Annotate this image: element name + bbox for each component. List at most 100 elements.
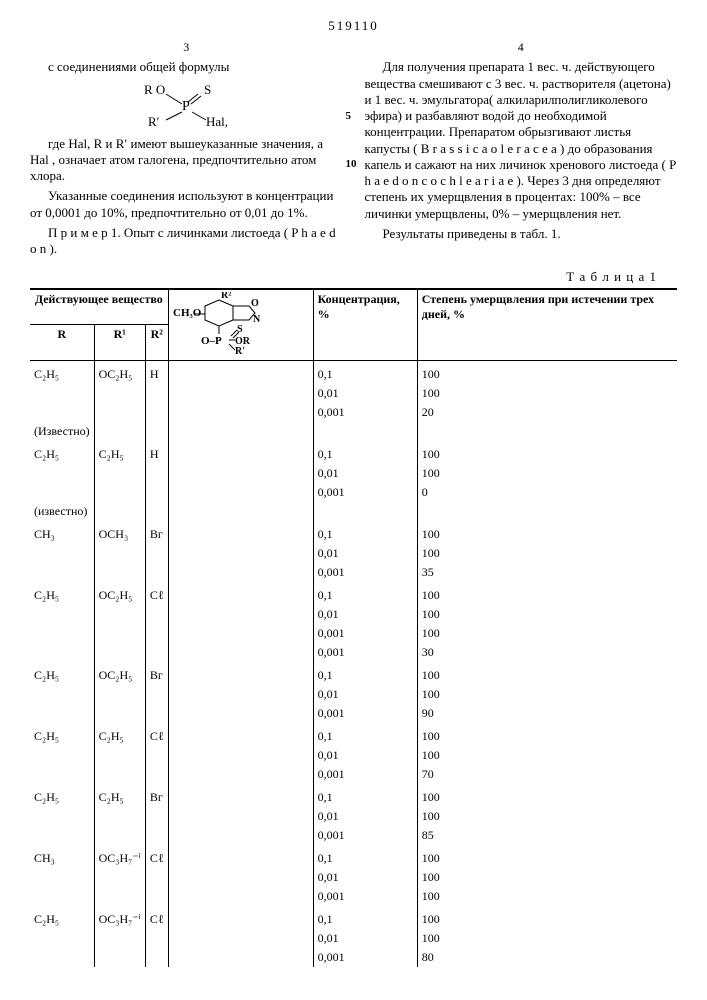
cell-structure bbox=[168, 582, 313, 605]
right-p2: Результаты приведены в табл. 1. bbox=[365, 226, 678, 242]
cell-conc: 0,01 bbox=[313, 868, 417, 887]
header-group: Действующее вещество bbox=[30, 289, 168, 325]
cell-R1: OC₂H₅ bbox=[94, 360, 145, 384]
cell-structure bbox=[168, 704, 313, 723]
cell-conc: 0,001 bbox=[313, 765, 417, 784]
doc-number: 519110 bbox=[30, 18, 677, 34]
results-table: Действующее вещество O N R² CH₃O O–P bbox=[30, 288, 677, 967]
right-column: 4 Для получения препарата 1 вес. ч. дейс… bbox=[365, 40, 678, 261]
cell-R bbox=[30, 929, 94, 948]
svg-text:R′: R′ bbox=[148, 114, 160, 128]
line-marker-5: 5 bbox=[346, 110, 352, 124]
svg-text:R O: R O bbox=[144, 82, 165, 97]
cell-conc: 0,1 bbox=[313, 845, 417, 868]
cell-R2 bbox=[145, 483, 168, 502]
cell-structure bbox=[168, 643, 313, 662]
cell-mort: 100 bbox=[417, 784, 677, 807]
header-R1: R¹ bbox=[94, 325, 145, 360]
header-R2: R² bbox=[145, 325, 168, 360]
cell-structure bbox=[168, 807, 313, 826]
general-formula: R O S P R′ Hal, bbox=[30, 80, 343, 128]
cell-empty bbox=[417, 422, 677, 441]
cell-mort: 100 bbox=[417, 845, 677, 868]
cell-R bbox=[30, 624, 94, 643]
cell-structure bbox=[168, 464, 313, 483]
cell-empty bbox=[168, 422, 313, 441]
cell-conc: 0,1 bbox=[313, 441, 417, 464]
cell-conc: 0,1 bbox=[313, 521, 417, 544]
cell-R1 bbox=[94, 605, 145, 624]
cell-conc: 0,001 bbox=[313, 826, 417, 845]
table-row: 0,01100 bbox=[30, 929, 677, 948]
cell-R1: C₂H₅ bbox=[94, 723, 145, 746]
cell-R2 bbox=[145, 464, 168, 483]
cell-conc: 0,01 bbox=[313, 464, 417, 483]
cell-structure bbox=[168, 868, 313, 887]
table-row: 0,00185 bbox=[30, 826, 677, 845]
cell-structure bbox=[168, 845, 313, 868]
cell-conc: 0,1 bbox=[313, 662, 417, 685]
cell-R2: H bbox=[145, 360, 168, 384]
cell-mort: 100 bbox=[417, 544, 677, 563]
cell-R2: Bг bbox=[145, 662, 168, 685]
right-p1: Для получения препарата 1 вес. ч. действ… bbox=[365, 59, 678, 222]
header-conc: Концентрация, % bbox=[313, 289, 417, 361]
table-row: 0,01100 bbox=[30, 544, 677, 563]
cell-mort: 100 bbox=[417, 906, 677, 929]
cell-R: CH₃ bbox=[30, 845, 94, 868]
cell-R1 bbox=[94, 746, 145, 765]
cell-R bbox=[30, 704, 94, 723]
cell-conc: 0,001 bbox=[313, 704, 417, 723]
cell-conc: 0,001 bbox=[313, 887, 417, 906]
cell-R2 bbox=[145, 605, 168, 624]
cell-R1: OC₃H₇⁻ⁱ bbox=[94, 845, 145, 868]
table-row: 0,0010 bbox=[30, 483, 677, 502]
cell-R bbox=[30, 464, 94, 483]
cell-R2 bbox=[145, 887, 168, 906]
right-col-number: 4 bbox=[365, 40, 678, 55]
cell-mort: 90 bbox=[417, 704, 677, 723]
cell-R1 bbox=[94, 403, 145, 422]
table-row: 0,01100 bbox=[30, 868, 677, 887]
cell-empty bbox=[313, 502, 417, 521]
cell-empty bbox=[313, 422, 417, 441]
cell-R2 bbox=[145, 929, 168, 948]
cell-R bbox=[30, 403, 94, 422]
cell-R bbox=[30, 605, 94, 624]
svg-text:R′: R′ bbox=[235, 346, 245, 354]
cell-structure bbox=[168, 887, 313, 906]
table-row: C₂H₅C₂H₅H0,1100 bbox=[30, 441, 677, 464]
cell-mort: 100 bbox=[417, 746, 677, 765]
cell-conc: 0,01 bbox=[313, 807, 417, 826]
cell-R2 bbox=[145, 544, 168, 563]
cell-R: CH₃ bbox=[30, 521, 94, 544]
table-row: 0,01100 bbox=[30, 464, 677, 483]
line-marker-10: 10 bbox=[346, 158, 357, 172]
cell-mort: 100 bbox=[417, 807, 677, 826]
cell-conc: 0,001 bbox=[313, 563, 417, 582]
cell-R1: OC₂H₅ bbox=[94, 662, 145, 685]
cell-mort: 100 bbox=[417, 521, 677, 544]
cell-R bbox=[30, 887, 94, 906]
cell-mort: 100 bbox=[417, 582, 677, 605]
cell-R bbox=[30, 563, 94, 582]
cell-R2 bbox=[145, 384, 168, 403]
svg-text:O: O bbox=[251, 298, 259, 309]
svg-text:R²: R² bbox=[221, 292, 231, 301]
cell-mort: 80 bbox=[417, 948, 677, 967]
table-row: CH₃OC₃H₇⁻ⁱCℓ0,1100 bbox=[30, 845, 677, 868]
cell-conc: 0,1 bbox=[313, 582, 417, 605]
cell-R1 bbox=[94, 464, 145, 483]
cell-R1 bbox=[94, 483, 145, 502]
cell-R1: OC₂H₅ bbox=[94, 582, 145, 605]
cell-R2 bbox=[145, 624, 168, 643]
cell-mort: 100 bbox=[417, 441, 677, 464]
cell-conc: 0,01 bbox=[313, 929, 417, 948]
cell-structure bbox=[168, 403, 313, 422]
cell-R2 bbox=[145, 403, 168, 422]
cell-mort: 100 bbox=[417, 868, 677, 887]
cell-R bbox=[30, 948, 94, 967]
cell-R: C₂H₅ bbox=[30, 784, 94, 807]
cell-conc: 0,01 bbox=[313, 605, 417, 624]
cell-conc: 0,1 bbox=[313, 723, 417, 746]
